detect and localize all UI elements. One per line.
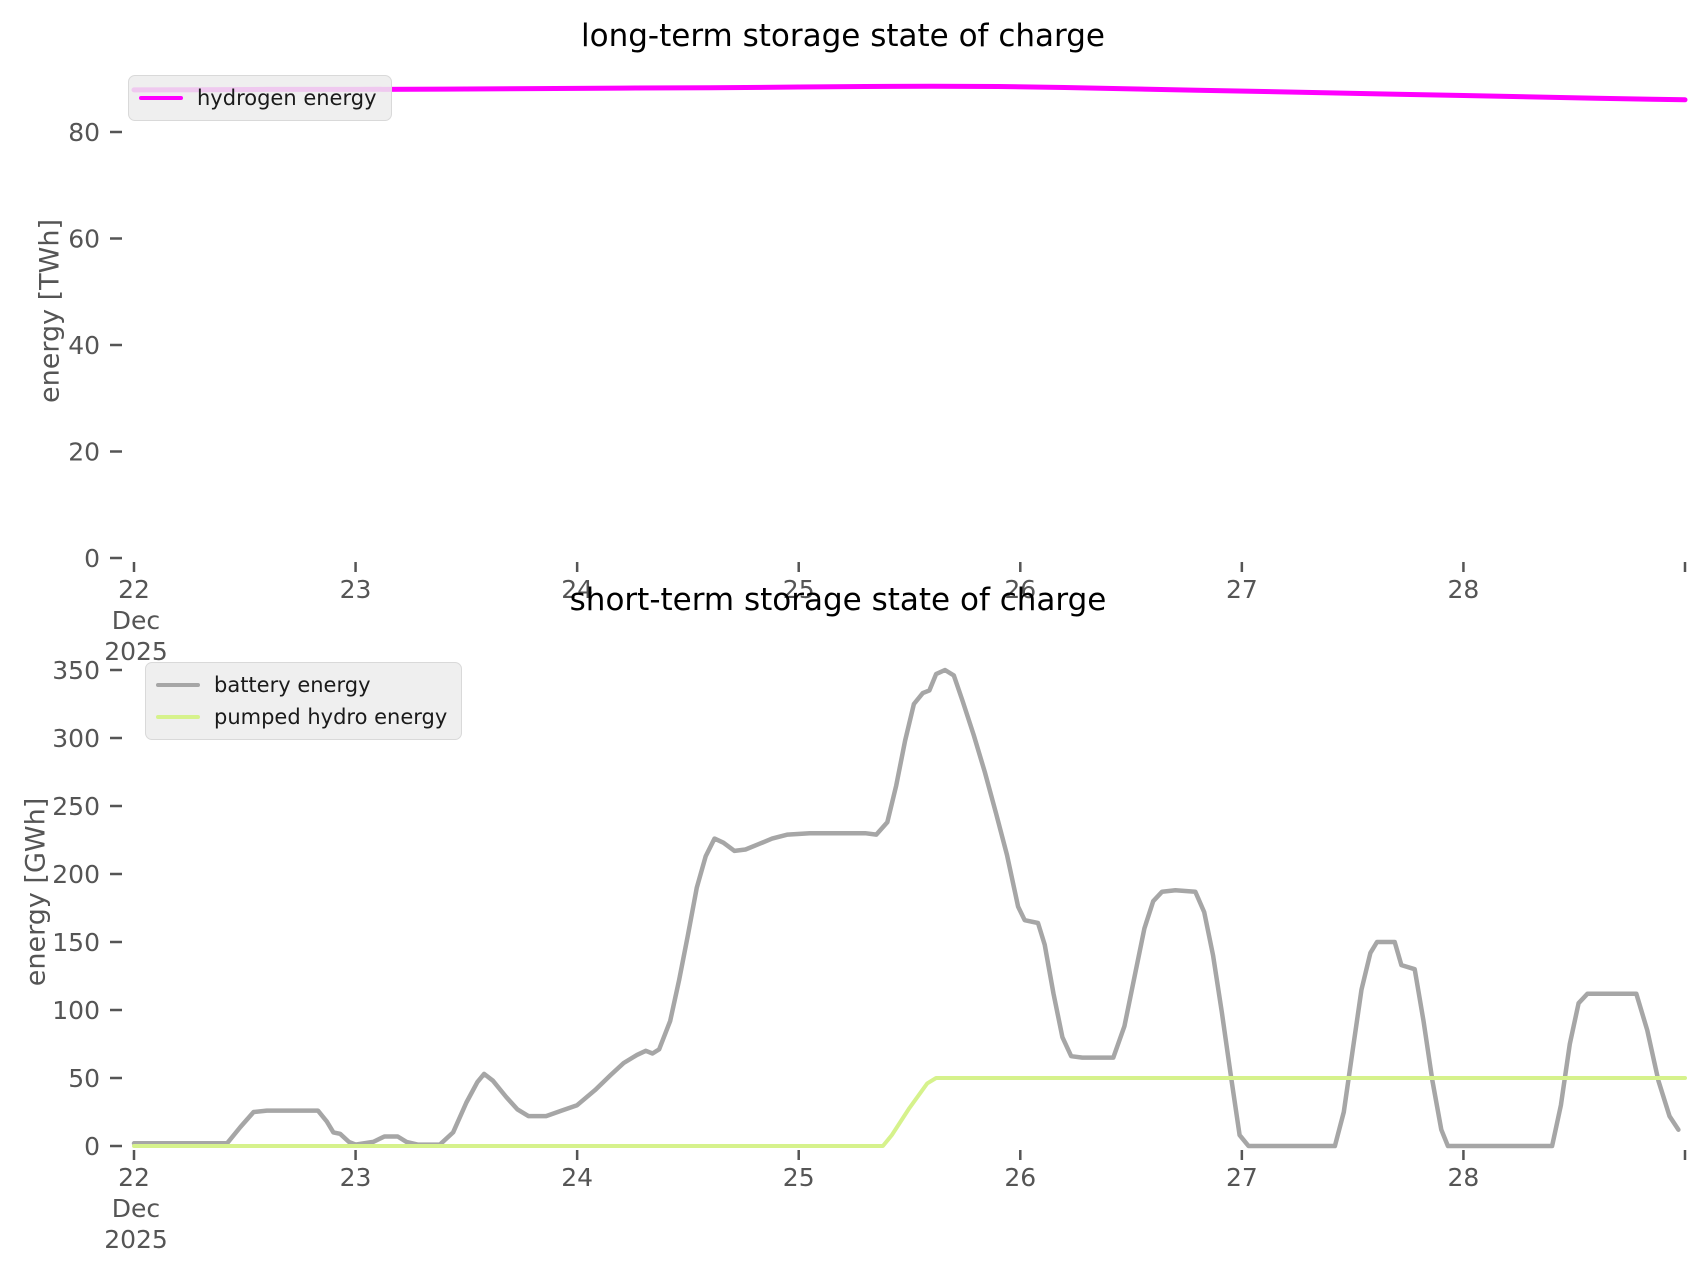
legend-item: pumped hydro energy xyxy=(156,701,447,733)
x-axis-sub-label: Dec xyxy=(112,1194,160,1223)
series-line-hydrogen-energy xyxy=(131,83,1688,103)
legend-label: pumped hydro energy xyxy=(214,705,448,729)
y-tick-label: 50 xyxy=(68,1064,100,1093)
x-tick-label: 24 xyxy=(561,1163,593,1192)
y-tick-label: 200 xyxy=(52,860,100,889)
x-tick-label: 22 xyxy=(118,575,150,604)
x-tick-label: 27 xyxy=(1226,575,1258,604)
x-tick-label: 24 xyxy=(561,575,593,604)
y-tick-label: 150 xyxy=(52,928,100,957)
legend-item: hydrogen energy xyxy=(139,82,377,114)
x-tick-label: 25 xyxy=(783,575,815,604)
x-tick-label: 25 xyxy=(783,1163,815,1192)
x-tick-label: 26 xyxy=(1004,575,1036,604)
y-tick-label: 350 xyxy=(52,656,100,685)
x-tick-label: 28 xyxy=(1448,1163,1480,1192)
x-tick-label: 22 xyxy=(118,1163,150,1192)
y-axis-label-gwh: energy [GWh] xyxy=(20,797,52,987)
y-tick-label: 20 xyxy=(68,438,100,467)
x-axis-sub-label: 2025 xyxy=(104,1225,168,1254)
x-tick-label: 23 xyxy=(340,575,372,604)
y-tick-label: 40 xyxy=(68,331,100,360)
legend-swatch xyxy=(139,96,183,100)
y-tick-label: 0 xyxy=(84,544,100,573)
y-tick-label: 0 xyxy=(84,1132,100,1161)
series-line-pumped-hydro-energy xyxy=(132,1076,1687,1148)
y-tick-label: 300 xyxy=(52,724,100,753)
chart-title-short-term-storage: short-term storage state of charge xyxy=(569,582,1107,618)
y-tick-label: 100 xyxy=(52,996,100,1025)
legend-item: battery energy xyxy=(156,669,447,701)
legend-swatch xyxy=(156,715,200,719)
legend-long-term: hydrogen energy xyxy=(128,75,392,121)
y-tick-label: 80 xyxy=(68,118,100,147)
legend-swatch xyxy=(156,683,200,687)
x-axis-sub-label: 2025 xyxy=(104,637,168,666)
series-line-battery-energy xyxy=(131,667,1681,1149)
x-tick-label: 23 xyxy=(340,1163,372,1192)
x-tick-label: 28 xyxy=(1448,575,1480,604)
x-axis-sub-label: Dec xyxy=(112,606,160,635)
legend-short-term: battery energy pumped hydro energy xyxy=(145,662,463,740)
chart-title-long-term-storage: long-term storage state of charge xyxy=(581,18,1105,54)
y-tick-label: 250 xyxy=(52,792,100,821)
y-axis-label-twh: energy [TWh] xyxy=(34,218,66,404)
x-tick-label: 27 xyxy=(1226,1163,1258,1192)
x-tick-label: 26 xyxy=(1004,1163,1036,1192)
y-tick-label: 60 xyxy=(68,225,100,254)
legend-label: battery energy xyxy=(214,673,371,697)
legend-label: hydrogen energy xyxy=(197,86,377,110)
